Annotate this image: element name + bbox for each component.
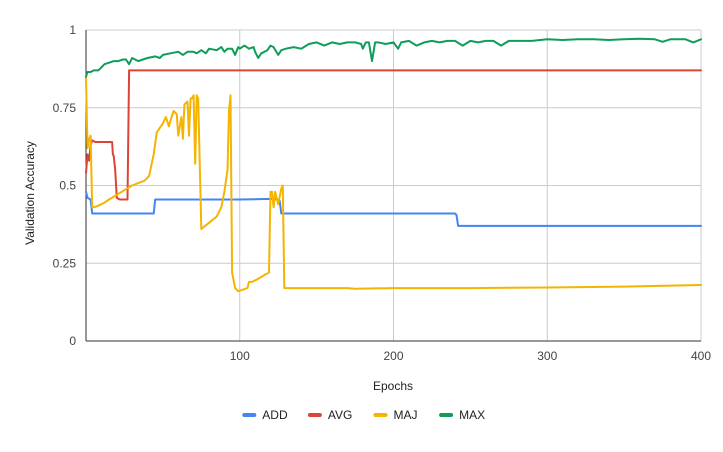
- grid-lines: [86, 29, 702, 341]
- legend-label: AVG: [328, 408, 352, 422]
- y-tick-label: 1: [69, 23, 76, 37]
- legend-swatch: [307, 413, 322, 417]
- y-tick-label: 0.5: [59, 179, 76, 193]
- series-line-max: [85, 37, 702, 78]
- y-tick-label: 0: [69, 334, 76, 348]
- y-tick-label: 0.25: [53, 256, 77, 270]
- series-line-maj: [85, 75, 702, 293]
- series-line-add: [85, 190, 702, 227]
- y-axis-label: Validation Accuracy: [23, 141, 37, 245]
- legend-item-max: MAX: [439, 408, 485, 422]
- legend-swatch: [242, 413, 257, 417]
- series-lines: [85, 37, 702, 293]
- legend-item-add: ADD: [242, 408, 288, 422]
- legend: ADD AVG MAJ MAX: [242, 408, 485, 422]
- legend-label: ADD: [262, 408, 288, 422]
- legend-item-avg: AVG: [307, 408, 352, 422]
- legend-label: MAJ: [394, 408, 418, 422]
- legend-swatch: [373, 413, 388, 417]
- x-tick-label: 100: [230, 349, 250, 363]
- x-tick-label: 200: [383, 349, 403, 363]
- x-axis-label: Epochs: [373, 379, 413, 393]
- x-tick-label: 400: [691, 349, 711, 363]
- legend-item-maj: MAJ: [373, 408, 418, 422]
- legend-swatch: [439, 413, 454, 417]
- y-tick-label: 0.75: [53, 101, 77, 115]
- x-tick-label: 300: [537, 349, 557, 363]
- tick-labels: 0 0.25 0.5 0.75 1 100 200 300 400: [53, 23, 712, 363]
- legend-label: MAX: [459, 408, 485, 422]
